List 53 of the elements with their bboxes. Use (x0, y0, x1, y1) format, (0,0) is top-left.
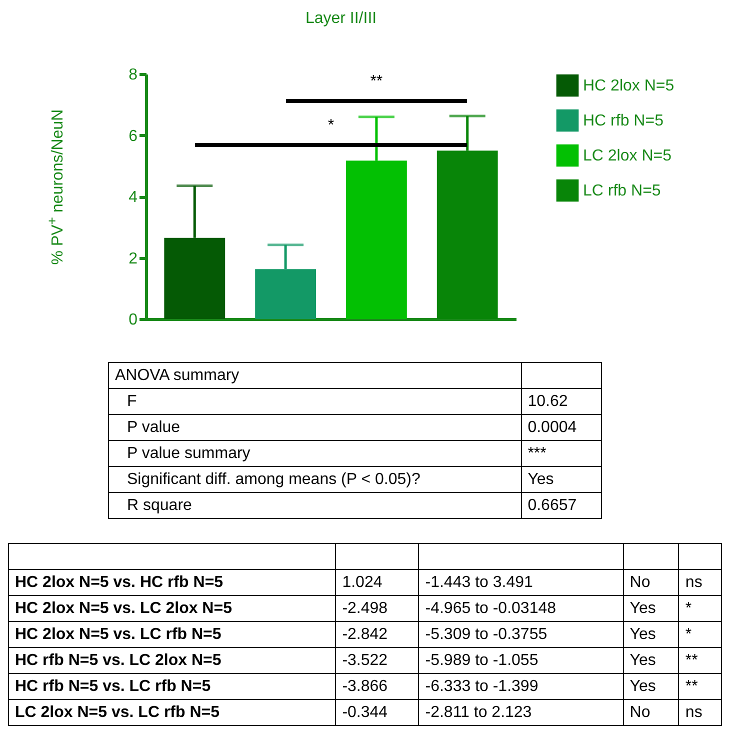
text: No (630, 704, 650, 720)
legend-label: HC rfb N=5 (583, 112, 664, 130)
text: 0.0004 (528, 418, 577, 436)
text: ** (685, 678, 698, 694)
text: -3.522 (342, 652, 388, 668)
text: ANOVA summary (108, 362, 522, 388)
text: ns (685, 704, 702, 720)
y-tick-label: 4 (128, 189, 138, 206)
y-tick-label: 8 (128, 66, 138, 84)
text: -1.443 to 3.491 (425, 574, 533, 590)
category-label: LC 2lox N=5 vs. LC rfb N=5 (15, 704, 220, 720)
text: -3.866 (342, 678, 388, 694)
text: Yes (630, 652, 656, 668)
y-tick-label: 6 (128, 128, 138, 145)
text: -0.344 (342, 704, 388, 720)
category-label: HC 2lox N=5 vs. HC rfb N=5 (15, 574, 224, 590)
text: 1.024 (342, 574, 382, 590)
legend-label: HC 2lox N=5 (583, 78, 674, 94)
y-tick-label: 0 (128, 312, 138, 328)
text: ** (685, 652, 698, 668)
text: *** (528, 444, 546, 462)
text: -5.309 to -0.3755 (425, 626, 548, 642)
text: ns (685, 574, 702, 590)
category-label: HC 2lox N=5 vs. LC rfb N=5 (15, 626, 222, 642)
text: * (685, 600, 692, 616)
text: -5.989 to -1.055 (425, 652, 538, 668)
category-label: P value summary (127, 444, 250, 462)
legend-label: LC 2lox N=5 (583, 148, 672, 164)
legend-label: LC rfb N=5 (583, 182, 661, 200)
annotation: * (326, 116, 336, 135)
category-label: HC 2lox N=5 vs. LC 2lox N=5 (15, 600, 232, 616)
y-tick-label: 2 (128, 250, 138, 268)
text: -4.965 to -0.03148 (425, 600, 556, 616)
category-label: P value (127, 418, 180, 436)
text: -2.811 to 2.123 (425, 704, 532, 720)
text: No (630, 574, 650, 590)
text: 10.62 (528, 392, 568, 410)
category-label: R square (127, 496, 192, 514)
text: Yes (630, 678, 656, 694)
category-label: HC rfb N=5 vs. LC rfb N=5 (15, 678, 211, 694)
text: -2.842 (342, 626, 388, 642)
annotation: ** (369, 72, 384, 90)
text: Yes (630, 626, 656, 642)
category-label: Significant diff. among means (P < 0.05)? (127, 470, 420, 488)
text: * (685, 626, 692, 642)
text: Yes (630, 600, 656, 616)
text: -6.333 to -1.399 (425, 678, 538, 694)
text: 0.6657 (528, 496, 577, 514)
category-label: F (127, 392, 137, 410)
text: -2.498 (342, 600, 388, 616)
chart-title: Layer II/III (305, 10, 377, 27)
text: Yes (528, 470, 554, 488)
category-label: HC rfb N=5 vs. LC 2lox N=5 (15, 652, 222, 668)
